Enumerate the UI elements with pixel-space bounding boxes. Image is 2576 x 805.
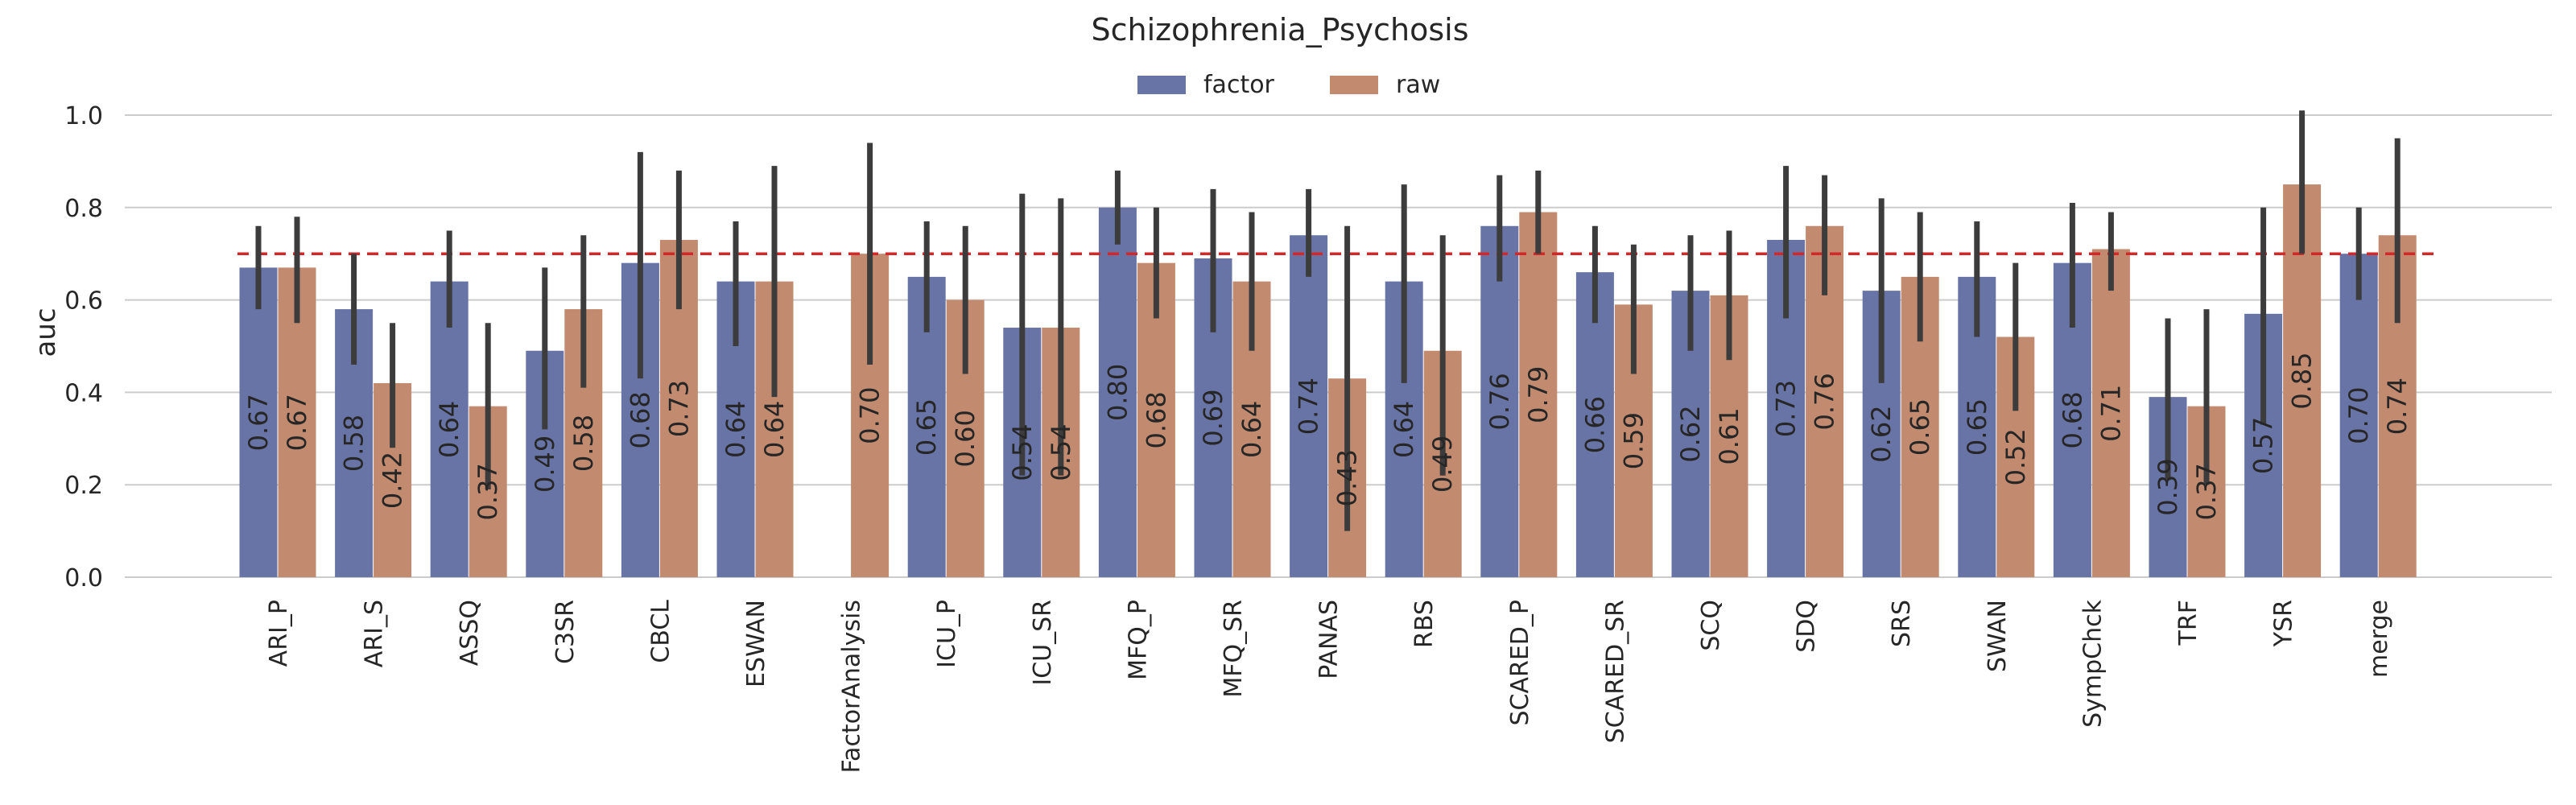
data-label-factor: 0.49 — [530, 436, 560, 493]
data-label-factor: 0.39 — [2153, 458, 2183, 515]
x-tick-label: SCARED_SR — [1601, 600, 1629, 743]
legend-label-factor: factor — [1203, 71, 1275, 99]
x-tick-label: MFQ_SR — [1220, 600, 1248, 698]
data-label-raw: 0.64 — [759, 401, 790, 458]
data-label-raw: 0.54 — [1046, 423, 1076, 481]
error-bars — [255, 110, 2401, 531]
data-label-raw: 0.61 — [1714, 407, 1744, 464]
data-label-raw: 0.71 — [2095, 385, 2126, 442]
data-label-factor: 0.67 — [243, 394, 274, 451]
x-tick-label: SDQ — [1793, 600, 1821, 653]
bar-raw — [2091, 249, 2130, 577]
data-label-factor: 0.62 — [1866, 405, 1897, 462]
x-tick-label: ARI_S — [361, 600, 389, 667]
data-label-factor: 0.68 — [625, 391, 655, 448]
y-tick-label: 0.6 — [64, 287, 103, 316]
data-label-factor: 0.65 — [911, 398, 942, 456]
data-label-raw: 0.65 — [1905, 398, 1935, 456]
x-tick-label: ICU_SR — [1029, 600, 1057, 686]
x-tick-label: ASSQ — [456, 600, 484, 666]
x-tick-label: SCQ — [1697, 600, 1725, 651]
y-tick-label: 1.0 — [64, 102, 103, 130]
legend: factor raw — [1137, 71, 1440, 99]
legend-swatch-factor — [1137, 76, 1186, 94]
y-tick-label: 0.8 — [64, 195, 103, 223]
x-tick-label: RBS — [1410, 600, 1439, 648]
data-label-factor: 0.64 — [434, 401, 464, 458]
y-axis-label: auc — [30, 308, 62, 357]
data-label-raw: 0.76 — [1810, 373, 1840, 430]
y-tick-label: 0.2 — [64, 472, 103, 500]
legend-label-raw: raw — [1396, 71, 1440, 99]
x-tick-label: merge — [2365, 600, 2393, 678]
data-label-raw: 0.64 — [1236, 401, 1267, 458]
x-tick-label: YSR — [2270, 600, 2298, 647]
data-label-factor: 0.70 — [2343, 386, 2374, 444]
x-tick-label: ICU_P — [933, 600, 961, 668]
data-label-factor: 0.73 — [1771, 380, 1802, 437]
data-label-factor: 0.54 — [1007, 423, 1038, 481]
data-label-raw: 0.74 — [2382, 378, 2413, 435]
data-label-factor: 0.57 — [2248, 417, 2279, 474]
x-tick-label: CBCL — [646, 600, 675, 663]
x-tick-label: SCARED_P — [1506, 600, 1534, 726]
x-tick-label: SWAN — [1984, 600, 2012, 672]
data-label-raw: 0.58 — [568, 415, 599, 472]
bar-factor — [239, 267, 278, 577]
data-label-factor: 0.68 — [2057, 391, 2087, 448]
data-label-raw: 0.52 — [2000, 428, 2031, 485]
bars — [239, 184, 2417, 577]
data-label-raw: 0.67 — [282, 394, 312, 451]
data-label-raw: 0.70 — [855, 386, 886, 444]
y-tick-label: 0.4 — [64, 379, 103, 407]
data-label-factor: 0.76 — [1484, 373, 1515, 430]
data-label-raw: 0.60 — [950, 410, 980, 467]
data-label-raw: 0.49 — [1427, 436, 1458, 493]
x-tick-label: TRF — [2174, 600, 2202, 646]
data-label-factor: 0.66 — [1579, 396, 1610, 453]
bar-factor — [430, 281, 469, 577]
data-label-raw: 0.37 — [473, 463, 503, 520]
data-label-factor: 0.64 — [1389, 401, 1419, 458]
data-label-factor: 0.62 — [1675, 405, 1706, 462]
x-tick-label: FactorAnalysis — [838, 600, 866, 773]
bar-factor — [1098, 207, 1137, 577]
data-label-factor: 0.80 — [1102, 364, 1133, 421]
chart-title: Schizophrenia_Psychosis — [1091, 12, 1468, 47]
x-tick-label: ARI_P — [265, 600, 293, 667]
data-label-factor: 0.74 — [1294, 378, 1324, 435]
data-label-factor: 0.65 — [1962, 398, 1992, 456]
x-tick-labels: ARI_P ARI_S ASSQ C3SR CBCL ESWAN FactorAnalysi… — [265, 599, 2393, 773]
data-label-raw: 0.79 — [1523, 366, 1554, 423]
x-tick-label: SRS — [1888, 600, 1916, 647]
x-tick-label: PANAS — [1315, 600, 1344, 679]
y-tick-labels: 0.0 0.2 0.4 0.6 0.8 1.0 — [64, 102, 103, 592]
y-tick-label: 0.0 — [64, 564, 103, 592]
legend-swatch-raw — [1330, 76, 1378, 94]
bar-factor — [2339, 254, 2378, 577]
data-label-raw: 0.68 — [1141, 391, 1171, 448]
x-tick-label: ESWAN — [742, 600, 770, 687]
x-tick-label: C3SR — [551, 600, 580, 664]
data-labels: 0.67 0.58 0.64 0.49 0.68 0.64 0.65 0.54 0.80 0.69… — [243, 352, 2413, 520]
bar-factor — [1480, 225, 1519, 577]
data-label-raw: 0.37 — [2191, 463, 2222, 520]
data-label-factor: 0.58 — [339, 415, 369, 472]
data-label-raw: 0.85 — [2287, 352, 2318, 409]
data-label-raw: 0.59 — [1618, 412, 1649, 469]
data-label-raw: 0.42 — [378, 452, 408, 509]
x-tick-label: SympChck — [2079, 599, 2107, 728]
bar-raw — [1519, 212, 1558, 577]
data-label-raw: 0.73 — [663, 380, 694, 437]
data-label-factor: 0.64 — [720, 401, 751, 458]
x-tick-label: MFQ_P — [1124, 600, 1152, 680]
data-label-raw: 0.43 — [1332, 449, 1363, 506]
bar-factor — [1290, 235, 1328, 577]
data-label-factor: 0.69 — [1198, 389, 1228, 446]
